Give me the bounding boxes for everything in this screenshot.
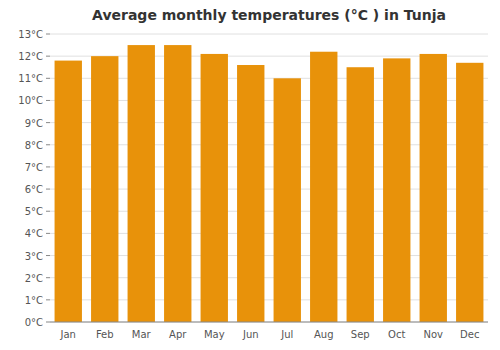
tick-mark [46, 100, 50, 101]
tick-mark [46, 299, 50, 300]
grid [50, 34, 488, 322]
bar [347, 67, 374, 322]
tick-label: Aug [314, 329, 334, 340]
tick-mark [46, 144, 50, 145]
bar [310, 52, 337, 322]
tick-label: 12°C [18, 51, 43, 62]
tick-label: 6°C [25, 184, 43, 195]
tick-mark [46, 189, 50, 190]
tick-label: 0°C [25, 317, 43, 328]
tick-mark [46, 322, 50, 323]
chart: Average monthly temperatures (°C ) in Tu… [0, 0, 500, 350]
tick-mark [46, 34, 50, 35]
tick-label: 9°C [25, 118, 43, 129]
tick-label: Oct [388, 329, 405, 340]
tick-label: Jan [60, 329, 76, 340]
tick-label: 7°C [25, 162, 43, 173]
tick-label: Dec [460, 329, 479, 340]
tick-mark [46, 211, 50, 212]
tick-label: Feb [96, 329, 114, 340]
tick-label: Mar [132, 329, 152, 340]
bar [383, 58, 410, 322]
grid-line [50, 322, 488, 323]
tick-mark [46, 122, 50, 123]
tick-mark [46, 166, 50, 167]
tick-mark [46, 233, 50, 234]
bar [164, 45, 191, 322]
tick-mark [46, 255, 50, 256]
tick-label: 3°C [25, 251, 43, 262]
tick-label: 1°C [25, 295, 43, 306]
axis-line [50, 322, 488, 323]
y-axis: 0°C 1°C 2°C 3°C 4°C 5°C 6°C 7°C 8°C 9°C 10°C 11°C 12… [18, 29, 50, 328]
tick-label: Sep [351, 329, 370, 340]
bars [55, 45, 484, 322]
grid-line [50, 34, 488, 35]
tick-label: 2°C [25, 273, 43, 284]
bar [55, 61, 82, 322]
tick-label: Jun [242, 329, 259, 340]
chart-container: Average monthly temperatures (°C ) in Tu… [0, 0, 500, 350]
tick-label: 10°C [18, 95, 43, 106]
tick-label: 5°C [25, 206, 43, 217]
tick-label: 11°C [18, 73, 43, 84]
tick-label: 4°C [25, 228, 43, 239]
tick-label: Nov [423, 329, 443, 340]
tick-label: 8°C [25, 140, 43, 151]
tick-label: May [204, 329, 225, 340]
bar [420, 54, 447, 322]
tick-label: Jul [280, 329, 293, 340]
tick-label: Apr [169, 329, 187, 340]
tick-mark [46, 56, 50, 57]
bar [456, 63, 483, 322]
tick-mark [46, 277, 50, 278]
bar [274, 78, 301, 322]
bar [91, 56, 118, 322]
title: Average monthly temperatures (°C ) in Tu… [92, 7, 446, 23]
bar [128, 45, 155, 322]
tick-label: 13°C [18, 29, 43, 40]
tick-mark [46, 78, 50, 79]
x-axis: Jan Feb Mar Apr May Jun Jul Aug Sep Oct Nov Dec [50, 322, 488, 340]
bar [237, 65, 264, 322]
bar [201, 54, 228, 322]
